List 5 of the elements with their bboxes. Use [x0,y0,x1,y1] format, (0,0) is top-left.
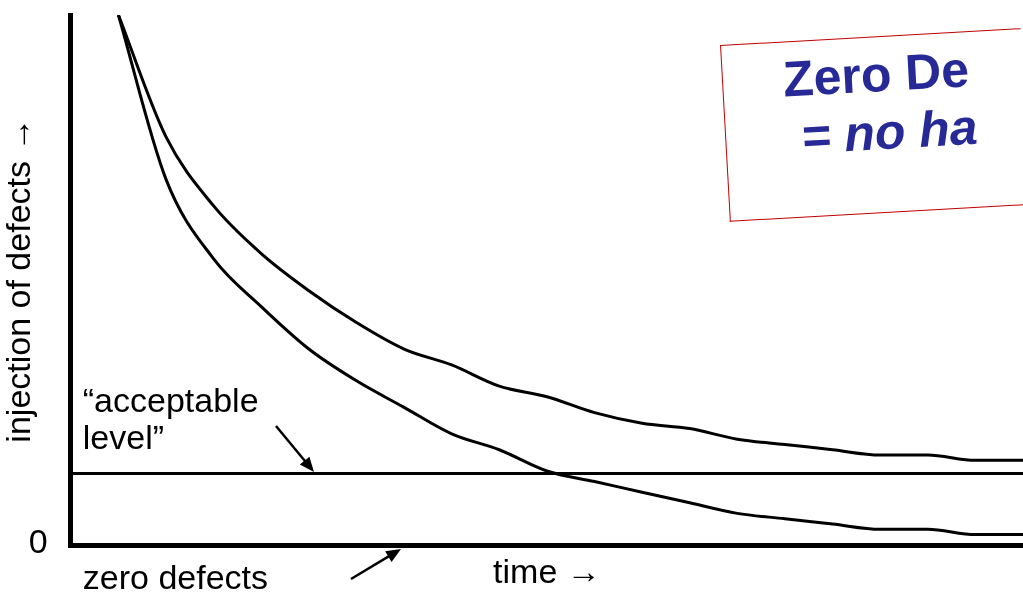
ref-line-label: “acceptable level” [82,380,260,457]
y-axis-title: injection of defects → [0,117,37,443]
x-axis-title: time → [493,551,601,590]
text: 0 [28,522,48,561]
text: zero defects [82,558,269,594]
